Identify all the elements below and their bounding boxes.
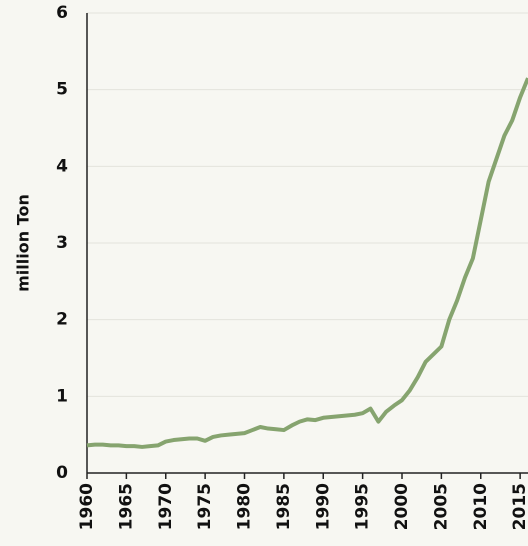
x-tick-label: 1970: [156, 483, 176, 530]
x-tick-label: 2010: [471, 483, 491, 530]
y-tick-label: 0: [56, 463, 68, 483]
y-tick-label: 2: [56, 310, 68, 330]
y-tick-label: 4: [56, 156, 68, 176]
x-tick-label: 1960: [77, 483, 97, 530]
x-tick-label: 1965: [116, 483, 136, 530]
data-line: [86, 77, 528, 449]
x-tick-label: 2015: [510, 483, 528, 530]
x-tick-label: 1985: [274, 483, 294, 530]
y-tick-label: 3: [56, 233, 68, 253]
x-tick-label: 1995: [353, 483, 373, 530]
x-tick-label: 1980: [235, 483, 255, 530]
x-tick-label: 1975: [195, 483, 215, 530]
x-tick-label: 2000: [392, 483, 412, 530]
y-tick-label: 6: [56, 3, 68, 23]
x-tick-label: 2005: [431, 483, 451, 530]
y-axis-label: million Ton: [14, 194, 33, 292]
y-tick-label: 5: [56, 80, 68, 100]
x-tick-label: 1990: [313, 483, 333, 530]
y-tick-label: 1: [56, 386, 68, 406]
